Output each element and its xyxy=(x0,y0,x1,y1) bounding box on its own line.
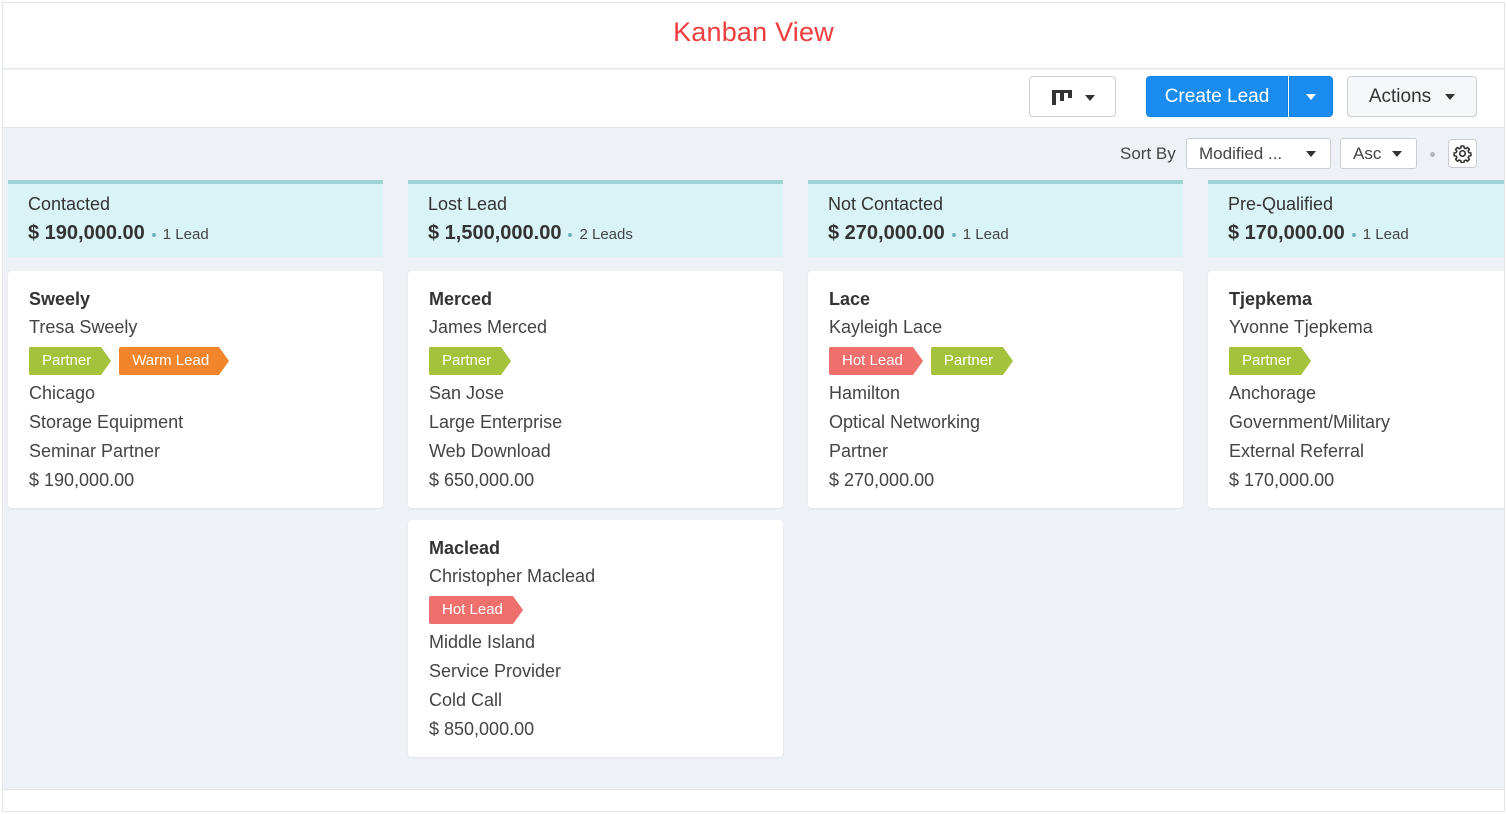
tag-badge: Partner xyxy=(1229,347,1312,375)
create-lead-dropdown-button[interactable] xyxy=(1289,76,1333,117)
horizontal-scrollbar[interactable] xyxy=(3,789,1504,811)
lead-card[interactable]: Lace Kayleigh Lace Hot Lead Partner Hami… xyxy=(808,271,1183,508)
card-title[interactable]: Merced xyxy=(429,289,493,309)
tag-badge: Warm Lead xyxy=(119,347,230,375)
separator-dot xyxy=(1351,232,1356,237)
card-tags: Hot Lead xyxy=(429,596,783,628)
card-value: $ 650,000.00 xyxy=(429,470,535,490)
card-source: Partner xyxy=(829,441,889,461)
lead-card[interactable]: Sweely Tresa Sweely Partner Warm Lead Ch… xyxy=(8,271,383,508)
column-header[interactable]: Pre-Qualified $ 170,000.00 1 Lead xyxy=(1208,180,1504,257)
column-name: Contacted xyxy=(28,194,111,214)
create-lead-button[interactable]: Create Lead xyxy=(1146,76,1288,117)
column-header[interactable]: Lost Lead $ 1,500,000.00 2 Leads xyxy=(408,180,783,257)
card-city: Hamilton xyxy=(829,383,901,403)
lead-card[interactable]: Tjepkema Yvonne Tjepkema Partner Anchora… xyxy=(1208,271,1504,508)
gear-icon xyxy=(1453,145,1472,163)
kanban-column-not-contacted: Not Contacted $ 270,000.00 1 Lead Lace K… xyxy=(808,180,1183,508)
column-total-amount: $ 270,000.00 xyxy=(828,222,945,244)
column-total-amount: $ 170,000.00 xyxy=(1228,222,1345,244)
sort-by-label: Sort By xyxy=(1120,144,1176,163)
title-bar: Kanban View xyxy=(3,3,1504,69)
card-tags: Partner Warm Lead xyxy=(29,347,383,379)
chevron-down-icon xyxy=(1306,151,1316,157)
chevron-down-icon xyxy=(1306,93,1316,100)
card-value: $ 850,000.00 xyxy=(429,719,535,739)
card-source: Cold Call xyxy=(429,690,503,710)
actions-button[interactable]: Actions xyxy=(1347,76,1477,117)
card-industry: Storage Equipment xyxy=(29,412,184,432)
sort-direction-select[interactable]: Asc xyxy=(1340,138,1417,169)
card-city: San Jose xyxy=(429,383,505,403)
actions-label: Actions xyxy=(1368,85,1432,107)
card-title[interactable]: Tjepkema xyxy=(1229,289,1313,309)
sort-bar: Sort By Modified ... Asc xyxy=(3,138,1504,170)
tag-badge: Hot Lead xyxy=(829,347,923,375)
separator-dot xyxy=(568,232,573,237)
column-header[interactable]: Not Contacted $ 270,000.00 1 Lead xyxy=(808,180,1183,257)
kanban-column-pre-qualified: Pre-Qualified $ 170,000.00 1 Lead Tjepke… xyxy=(1208,180,1504,508)
kanban-icon xyxy=(1052,90,1072,105)
column-name: Lost Lead xyxy=(428,194,508,214)
card-title[interactable]: Maclead xyxy=(429,538,501,558)
card-title[interactable]: Sweely xyxy=(29,289,91,309)
card-contact: Yvonne Tjepkema xyxy=(1229,317,1373,337)
column-lead-count: 1 Lead xyxy=(962,226,1009,243)
lead-card[interactable]: Merced James Merced Partner San Jose Lar… xyxy=(408,271,783,508)
card-contact: James Merced xyxy=(429,317,548,337)
card-city: Chicago xyxy=(29,383,96,403)
sort-field-select[interactable]: Modified ... xyxy=(1186,138,1331,169)
chevron-down-icon xyxy=(1445,93,1456,100)
kanban-column-lost-lead: Lost Lead $ 1,500,000.00 2 Leads Merced … xyxy=(408,180,783,757)
column-name: Not Contacted xyxy=(828,194,944,214)
kanban-column-contacted: Contacted $ 190,000.00 1 Lead Sweely Tre… xyxy=(8,180,383,508)
card-contact: Kayleigh Lace xyxy=(829,317,943,337)
view-switcher-button[interactable] xyxy=(1029,76,1116,117)
card-value: $ 190,000.00 xyxy=(29,470,135,490)
card-industry: Large Enterprise xyxy=(429,412,563,432)
card-tags: Partner xyxy=(429,347,783,379)
sort-direction-value: Asc xyxy=(1353,144,1382,163)
card-tags: Partner xyxy=(1229,347,1504,379)
column-header[interactable]: Contacted $ 190,000.00 1 Lead xyxy=(8,180,383,257)
column-lead-count: 1 Lead xyxy=(1362,226,1409,243)
card-industry: Optical Networking xyxy=(829,412,981,432)
separator-dot xyxy=(151,232,156,237)
tag-badge: Partner xyxy=(429,347,512,375)
column-lead-count: 2 Leads xyxy=(579,226,633,243)
sort-field-value: Modified ... xyxy=(1199,144,1283,163)
card-industry: Service Provider xyxy=(429,661,562,681)
card-source: Seminar Partner xyxy=(29,441,161,461)
column-lead-count: 1 Lead xyxy=(162,226,209,243)
tag-badge: Partner xyxy=(29,347,112,375)
column-total-amount: $ 190,000.00 xyxy=(28,222,145,244)
chevron-down-icon xyxy=(1392,151,1402,157)
card-title[interactable]: Lace xyxy=(829,289,871,309)
card-tags: Hot Lead Partner xyxy=(829,347,1183,379)
card-industry: Government/Military xyxy=(1229,412,1391,432)
separator-dot xyxy=(951,232,956,237)
tag-badge: Hot Lead xyxy=(429,596,523,624)
card-value: $ 170,000.00 xyxy=(1229,470,1335,490)
card-value: $ 270,000.00 xyxy=(829,470,935,490)
toolbar: Create Lead Actions xyxy=(3,70,1504,128)
card-city: Anchorage xyxy=(1229,383,1317,403)
tag-badge: Partner xyxy=(930,347,1014,375)
card-city: Middle Island xyxy=(429,632,536,652)
card-source: Web Download xyxy=(429,441,551,461)
card-contact: Christopher Maclead xyxy=(429,566,596,586)
card-contact: Tresa Sweely xyxy=(29,317,138,337)
board-settings-button[interactable] xyxy=(1448,139,1477,168)
card-source: External Referral xyxy=(1229,441,1365,461)
separator-dot xyxy=(1430,152,1435,157)
page-title: Kanban View xyxy=(673,17,834,47)
column-name: Pre-Qualified xyxy=(1228,194,1334,214)
column-total-amount: $ 1,500,000.00 xyxy=(428,222,562,244)
chevron-down-icon xyxy=(1085,95,1095,101)
lead-card[interactable]: Maclead Christopher Maclead Hot Lead Mid… xyxy=(408,520,783,757)
